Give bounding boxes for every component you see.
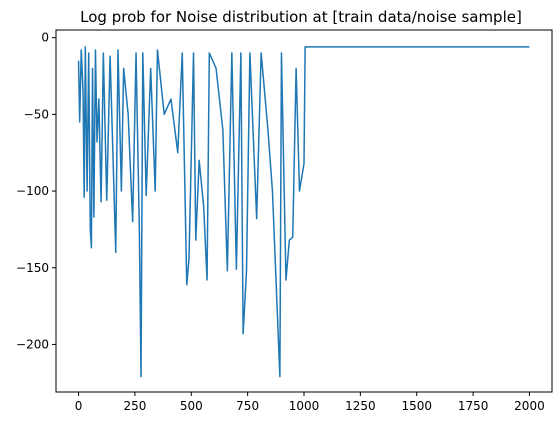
x-tick-label: 0 bbox=[75, 399, 83, 413]
x-axis-ticks: 0 250 500 750 1000 1250 1500 1750 2000 bbox=[75, 392, 545, 413]
x-tick-label: 750 bbox=[236, 399, 259, 413]
y-axis-ticks: 0 −50 −100 −150 −200 bbox=[16, 31, 56, 351]
series-line bbox=[77, 46, 530, 378]
x-tick-label: 1000 bbox=[289, 399, 320, 413]
plot-layer bbox=[77, 46, 530, 378]
y-tick-label: −50 bbox=[24, 107, 49, 121]
x-tick-label: 1750 bbox=[458, 399, 489, 413]
y-tick-label: 0 bbox=[41, 31, 49, 45]
x-tick-label: 1250 bbox=[345, 399, 376, 413]
x-tick-label: 2000 bbox=[514, 399, 545, 413]
x-tick-label: 500 bbox=[180, 399, 203, 413]
x-tick-label: 250 bbox=[123, 399, 146, 413]
y-tick-label: −100 bbox=[16, 184, 49, 198]
chart-title: Log prob for Noise distribution at [trai… bbox=[80, 8, 522, 26]
plot-frame bbox=[55, 29, 553, 393]
y-tick-label: −200 bbox=[16, 337, 49, 351]
y-tick-label: −150 bbox=[16, 261, 49, 275]
x-tick-label: 1500 bbox=[401, 399, 432, 413]
